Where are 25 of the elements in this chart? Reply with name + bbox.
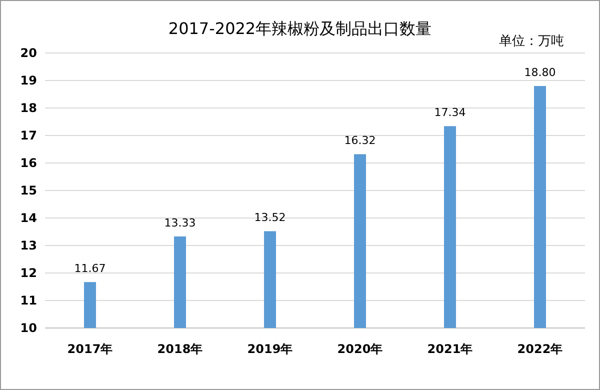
y-tick-label: 11 — [20, 294, 37, 308]
y-tick-label: 17 — [20, 128, 37, 143]
y-tick-label: 20 — [20, 46, 37, 60]
x-tick-label: 2021年 — [427, 342, 473, 356]
chart-title: 2017-2022年辣椒粉及制品出口数量 — [168, 19, 432, 38]
y-tick-label: 15 — [20, 184, 37, 198]
data-label: 18.80 — [524, 66, 556, 79]
y-tick-label: 14 — [20, 211, 37, 226]
x-tick-label: 2020年 — [337, 342, 383, 356]
x-tick-label: 2018年 — [157, 342, 203, 356]
x-tick-label: 2019年 — [247, 342, 293, 356]
y-tick-label: 16 — [20, 156, 37, 170]
data-label: 16.32 — [344, 134, 376, 148]
text: 单位：万吨 — [499, 34, 564, 49]
data-label: 11.67 — [74, 262, 106, 276]
data-label: 17.34 — [434, 106, 466, 120]
y-tick-label: 18 — [20, 101, 37, 116]
x-tick-label: 2017年 — [67, 342, 113, 356]
x-tick-label: 2022年 — [517, 342, 563, 356]
y-tick-label: 19 — [20, 74, 37, 88]
y-tick-label: 10 — [20, 321, 37, 336]
y-tick-label: 13 — [20, 238, 37, 253]
y-tick-label: 12 — [20, 266, 37, 280]
data-label: 13.33 — [164, 216, 196, 230]
data-label: 13.52 — [254, 211, 286, 224]
